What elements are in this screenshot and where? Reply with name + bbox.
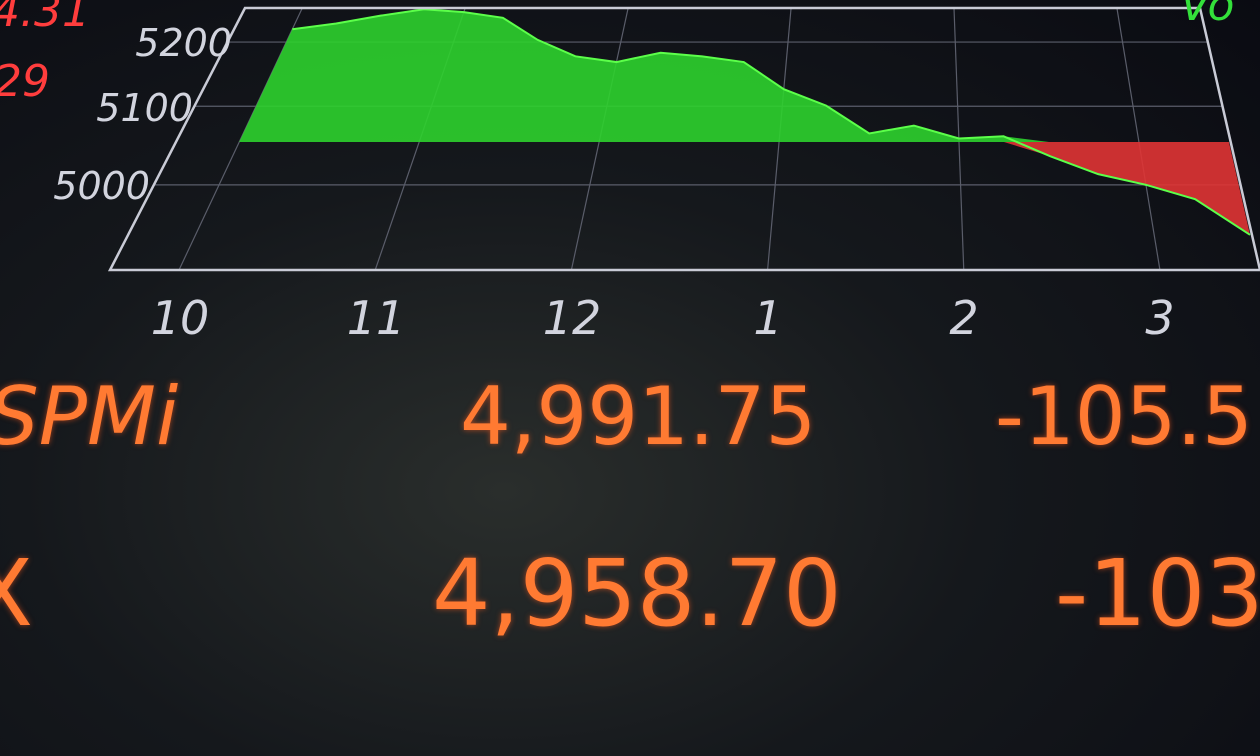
- ticker-price: 4,958.70: [432, 540, 842, 647]
- x-tick-label: 12: [543, 291, 602, 340]
- ticker-price: 4,991.75: [460, 370, 817, 463]
- y-tick-label: 5000: [53, 164, 150, 208]
- vertical-gridline: [178, 7, 303, 271]
- y-tick-label: 5200: [135, 21, 232, 65]
- price-line: [292, 8, 1251, 236]
- x-tick-label: 10: [151, 291, 210, 340]
- area-below-baseline: [239, 142, 1251, 235]
- x-tick-label: 1: [753, 291, 782, 340]
- x-tick-label: 2: [949, 291, 978, 340]
- partial-quote-top-left: 4.31: [0, 0, 90, 37]
- chart-frame: [107, 6, 1260, 272]
- ticker-symbol: X: [0, 540, 34, 647]
- ticker-change: -103: [1055, 540, 1260, 647]
- y-tick-label: 5100: [96, 86, 193, 130]
- x-tick-label: 3: [1145, 291, 1174, 340]
- ticker-change: -105.5: [995, 370, 1253, 463]
- ticker-symbol: SPMi: [0, 370, 179, 463]
- x-tick-label: 11: [347, 291, 406, 340]
- vertical-gridline: [1116, 7, 1161, 271]
- partial-quote-left: 29: [0, 56, 50, 107]
- area-above-baseline: [239, 9, 1229, 143]
- partial-label-top-right: Vo: [1180, 0, 1235, 31]
